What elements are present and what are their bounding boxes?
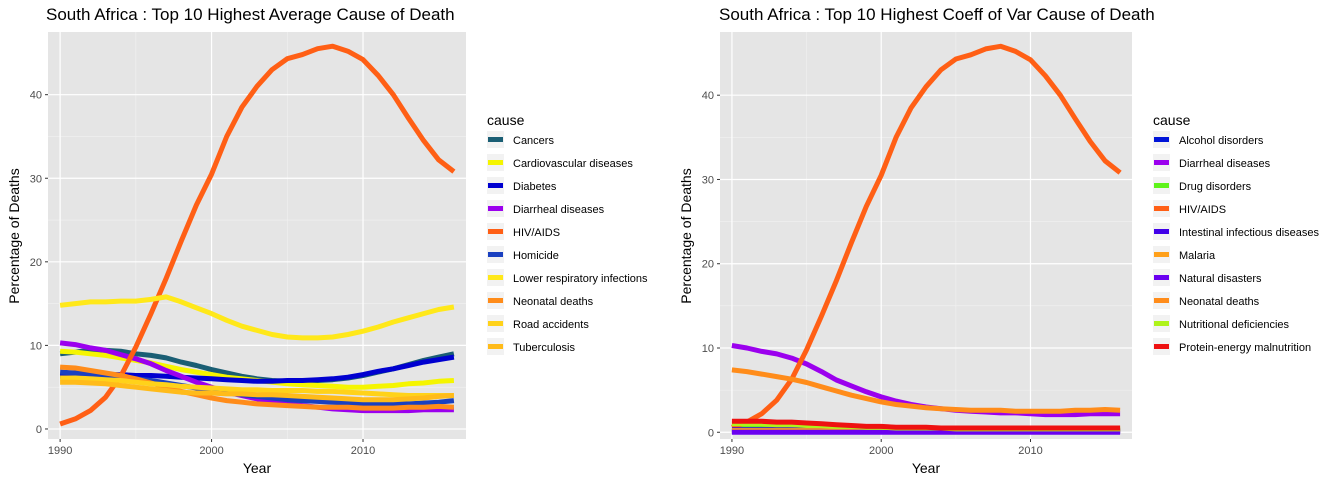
legend-label-protein-energy-malnutrition: Protein-energy malnutrition [1179, 342, 1311, 354]
legend-label-alcohol-disorders: Alcohol disorders [1179, 135, 1264, 147]
series-line-neonatal-deaths [731, 367, 1121, 414]
legend-label-diarrheal-diseases: Diarrheal diseases [513, 204, 605, 216]
chart-right-ylabel: Percentage of Deaths [678, 168, 694, 303]
y-tick-label: 40 [30, 90, 42, 102]
series-line-hiv-aids [59, 43, 456, 427]
legend-label-neonatal-deaths: Neonatal deaths [1179, 296, 1260, 308]
x-tick-label: 2010 [1018, 445, 1042, 457]
legend-label-diarrheal-diseases: Diarrheal diseases [1179, 158, 1271, 170]
series-line-protein-energy-malnutrition [731, 418, 1121, 431]
legend-label-diabetes: Diabetes [513, 181, 557, 193]
y-tick-label: 0 [36, 424, 42, 436]
series-line-road-accidents [60, 375, 454, 398]
legend-label-homicide: Homicide [513, 250, 559, 262]
legend-label-natural-disasters: Natural disasters [1179, 273, 1262, 285]
legend-label-cardiovascular-diseases: Cardiovascular diseases [513, 158, 633, 170]
chart-right-ticks: 1990 2000 2010 0 10 20 30 40 [702, 90, 1043, 457]
chart-right-xlabel: Year [912, 460, 941, 476]
chart-right-title: South Africa : Top 10 Highest Coeff of V… [719, 5, 1155, 24]
chart-left-series [59, 43, 456, 427]
x-tick-label: 1990 [48, 445, 72, 457]
chart-right-legend: cause Alcohol disorders Diarrheal disease… [1153, 112, 1320, 355]
y-tick-label: 0 [708, 427, 714, 439]
chart-left-legend: cause Cancers Cardiovascular diseases Diab… [487, 112, 648, 355]
legend-label-road-accidents: Road accidents [513, 319, 589, 331]
chart-left-title: South Africa : Top 10 Highest Average Ca… [46, 5, 455, 24]
y-tick-label: 20 [702, 259, 714, 271]
x-tick-label: 2000 [869, 445, 893, 457]
legend-label-cancers: Cancers [513, 135, 554, 147]
chart-right: South Africa : Top 10 Highest Coeff of V… [678, 5, 1320, 476]
legend-label-nutritional-deficiencies: Nutritional deficiencies [1179, 319, 1290, 331]
legend-label-tuberculosis: Tuberculosis [513, 342, 575, 354]
chart-left-ticks: 1990 2000 2010 0 10 20 30 40 [30, 90, 376, 457]
legend-label-hiv-aids: HIV/AIDS [1179, 204, 1226, 216]
y-tick-label: 40 [702, 90, 714, 102]
legend-label-drug-disorders: Drug disorders [1179, 181, 1252, 193]
legend-label-neonatal-deaths: Neonatal deaths [513, 296, 594, 308]
x-tick-label: 2000 [199, 445, 223, 457]
legend-label-hiv-aids: HIV/AIDS [513, 227, 560, 239]
chart-left-ylabel: Percentage of Deaths [6, 168, 22, 303]
y-tick-label: 10 [30, 340, 42, 352]
series-line-tuberculosis [60, 379, 455, 403]
chart-left-legend-title: cause [487, 112, 525, 128]
series-line-lower-respiratory-infections [59, 294, 455, 341]
y-tick-label: 20 [30, 257, 42, 269]
series-line-neonatal-deaths [59, 364, 455, 411]
chart-right-legend-title: cause [1153, 112, 1191, 128]
chart-left-xlabel: Year [243, 460, 272, 476]
y-tick-label: 30 [30, 173, 42, 185]
x-tick-label: 1990 [720, 445, 744, 457]
legend-label-lower-respiratory-infections: Lower respiratory infections [513, 273, 648, 285]
chart-right-series [731, 43, 1122, 435]
x-tick-label: 2010 [351, 445, 375, 457]
y-tick-label: 30 [702, 174, 714, 186]
series-line-hiv-aids [731, 43, 1122, 430]
chart-left: South Africa : Top 10 Highest Average Ca… [6, 5, 648, 476]
legend-label-malaria: Malaria [1179, 250, 1216, 262]
y-tick-label: 10 [702, 343, 714, 355]
legend-label-intestinal-infectious-diseases: Intestinal infectious diseases [1179, 227, 1320, 239]
